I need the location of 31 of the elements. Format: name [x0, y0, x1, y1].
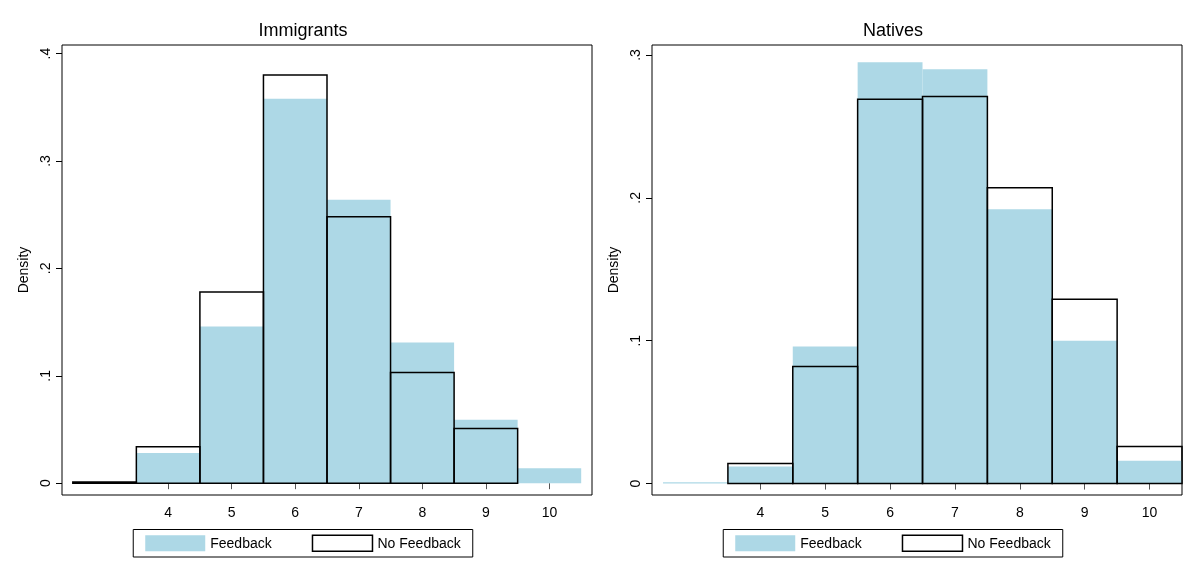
y-tick-label: .1 — [627, 334, 643, 347]
y-tick-label: .2 — [37, 262, 53, 275]
y-tick-label: 0 — [37, 479, 53, 488]
x-tick-label: 7 — [354, 504, 363, 520]
x-tick-label: 9 — [1080, 504, 1089, 520]
y-tick-label: .1 — [37, 369, 53, 382]
legend-label: No Feedback — [967, 535, 1052, 552]
legend-label: Feedback — [210, 535, 273, 552]
y-tick-label: .4 — [37, 47, 53, 60]
x-tick-label: 9 — [481, 504, 490, 520]
x-tick-label: 4 — [756, 504, 765, 520]
x-tick-label: 10 — [1141, 504, 1158, 520]
chart-title: Natives — [862, 20, 924, 40]
y-axis-title: Density — [15, 246, 31, 294]
x-tick-label: 4 — [164, 504, 173, 520]
x-tick-label: 5 — [227, 504, 236, 520]
y-tick-label: .3 — [37, 154, 53, 167]
x-tick-label: 8 — [418, 504, 427, 520]
x-tick-label: 8 — [1015, 504, 1024, 520]
x-tick-label: 7 — [951, 504, 960, 520]
x-tick-label: 6 — [886, 504, 895, 520]
x-tick-label: 5 — [821, 504, 830, 520]
x-tick-label: 10 — [541, 504, 558, 520]
y-axis-title: Density — [605, 246, 621, 294]
y-tick-label: 0 — [627, 479, 643, 488]
chart-title: Immigrants — [258, 20, 348, 40]
y-tick-label: .3 — [627, 48, 643, 61]
y-tick-label: .2 — [627, 191, 643, 204]
legend-label: Feedback — [800, 535, 863, 552]
x-tick-label: 6 — [291, 504, 300, 520]
legend-label: No Feedback — [377, 535, 462, 552]
